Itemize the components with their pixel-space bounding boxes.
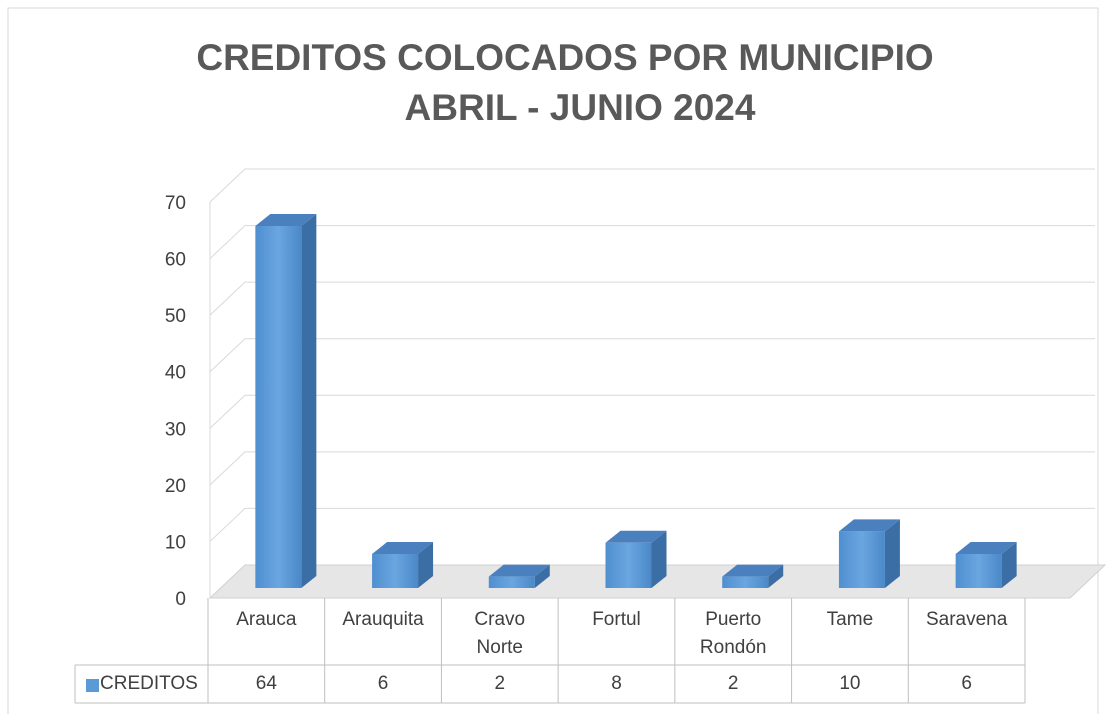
table-value-text: 2 [727,673,739,694]
table-value: 10 [792,670,909,703]
table-value: 2 [675,670,792,703]
bar-top [722,564,784,577]
bar-side [301,213,317,588]
bar-side [651,530,667,588]
table-value: 6 [325,670,442,703]
bar-front [255,225,302,588]
bar-front [372,554,419,588]
bar-side [884,519,900,588]
grid-line [209,168,1095,203]
table-value: 64 [208,670,325,703]
bar-top [488,564,550,577]
table-value: 6 [908,670,1025,703]
x-tick-label: Puerto Rondón [675,606,792,665]
bar-front [605,542,652,588]
table-value-text: 2 [494,673,506,694]
y-tick-label: 10 [165,532,186,553]
x-tick-label-text: Cravo Norte [474,609,526,658]
bar-front [488,576,535,588]
table-value-text: 64 [255,673,277,694]
bar [255,213,317,588]
grid-line [209,507,1095,542]
y-tick-label: 50 [165,306,186,327]
x-tick-label: Fortul [558,606,675,665]
bar-front [838,531,885,588]
chart-subtitle: ABRIL - JUNIO 2024 [405,87,756,128]
bar-side [418,542,434,588]
bar-side [1001,542,1017,588]
table-value: 8 [558,670,675,703]
x-tick-label-text: Arauca [236,609,297,630]
x-tick-label: Arauca [208,606,325,665]
x-tick-label-text: Saravena [925,609,1008,630]
table-value-text: 10 [839,673,861,694]
bar-top [955,542,1017,555]
grid-line [209,281,1095,316]
bar-top [372,542,434,555]
table-value-text: 6 [961,673,972,694]
bar-top [255,213,317,226]
bar-side [534,564,550,588]
y-tick-label: 60 [165,250,186,271]
bar [372,542,434,588]
x-tick-label-text: Fortul [592,609,641,630]
frame [7,7,1099,714]
bar [722,564,784,588]
y-tick-label: 70 [165,193,186,214]
y-tick-label: 40 [165,363,186,384]
table-value-text: 6 [377,673,389,694]
bar-top [605,530,667,543]
bar-top [838,519,900,532]
bar [838,519,900,588]
bar [955,542,1017,588]
x-tick-label-text: Arauquita [342,609,424,630]
grid-line [209,394,1095,429]
chart-title: CREDITOS COLOCADOS POR MUNICIPIO [196,37,933,78]
grid-line [209,451,1095,486]
x-tick-label: Tame [792,606,909,665]
y-tick-label: 20 [165,476,186,497]
legend-label-text: CREDITOS [100,673,198,694]
legend-swatch [86,679,99,692]
table-value: 2 [441,670,558,703]
x-tick-label-text: Puerto Rondón [699,609,767,658]
x-tick-label-text: Tame [826,609,874,630]
bar-front [722,576,769,588]
bar [605,530,667,588]
bar-front [955,554,1002,588]
legend-label: CREDITOS [100,670,205,703]
y-tick-label: 30 [165,419,186,440]
table-value-text: 8 [611,673,622,694]
x-tick-label: Cravo Norte [441,606,558,665]
bar-side [768,564,784,588]
x-tick-label: Saravena [908,606,1025,665]
grid-line [209,225,1095,259]
y-tick-label: 0 [175,589,186,610]
x-tick-label: Arauquita [325,606,442,665]
bar [488,564,550,588]
grid-line [209,338,1095,373]
